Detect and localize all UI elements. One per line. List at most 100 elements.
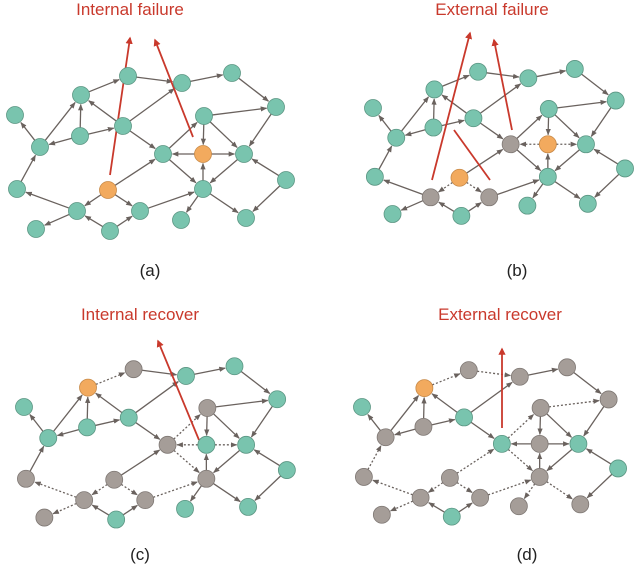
- edge: [213, 449, 241, 474]
- healthy-node: [569, 434, 588, 453]
- edge: [581, 73, 609, 96]
- edge: [546, 448, 573, 472]
- edge: [213, 482, 241, 503]
- dashed-edge: [389, 500, 414, 512]
- edge: [573, 371, 602, 395]
- external-failed-node: [459, 361, 478, 380]
- edge: [557, 99, 607, 109]
- edge: [78, 103, 84, 128]
- edge: [215, 398, 269, 408]
- healthy-node: [452, 206, 471, 225]
- external-failed-node: [197, 469, 216, 488]
- panel-a: [6, 36, 295, 240]
- dashed-edge: [456, 481, 473, 494]
- external-failed-node: [414, 417, 433, 436]
- healthy-node: [538, 167, 557, 186]
- healthy-node: [442, 507, 461, 526]
- failure-arrow: [153, 38, 194, 138]
- edge: [44, 213, 70, 226]
- dashed-edge: [548, 398, 600, 408]
- healthy-node: [609, 459, 627, 478]
- healthy-node: [6, 106, 24, 124]
- healthy-node: [387, 128, 406, 147]
- label-a: (a): [139, 261, 161, 280]
- external-failed-node: [510, 367, 529, 386]
- edge: [238, 77, 269, 102]
- dashed-edge: [466, 181, 482, 193]
- healthy-node: [565, 60, 584, 78]
- healthy-node: [177, 367, 195, 385]
- edge: [516, 149, 542, 172]
- panel-b: [364, 31, 634, 225]
- edge: [431, 393, 458, 413]
- dashed-edge: [477, 370, 512, 378]
- healthy-node: [172, 211, 190, 229]
- external-failed-node: [105, 470, 124, 489]
- edge: [438, 201, 455, 213]
- edge: [129, 88, 175, 122]
- edge: [48, 137, 72, 146]
- external-failed-node: [124, 360, 143, 379]
- edge: [480, 122, 504, 140]
- healthy-node: [114, 117, 132, 135]
- healthy-node: [237, 435, 256, 454]
- edge: [116, 215, 133, 227]
- healthy-node: [27, 220, 45, 238]
- healthy-node: [519, 69, 538, 88]
- edge: [441, 94, 467, 114]
- edge: [401, 96, 430, 132]
- external-failed-node: [501, 135, 520, 154]
- external-failed-node: [376, 428, 395, 447]
- edge: [468, 202, 482, 212]
- healthy-node: [39, 429, 58, 447]
- edge: [594, 173, 620, 198]
- edge: [394, 428, 416, 436]
- dashed-edge: [507, 448, 533, 472]
- healthy-node: [15, 398, 33, 416]
- healthy-node: [239, 498, 257, 516]
- healthy-node: [492, 434, 511, 453]
- edge: [466, 148, 504, 174]
- edge: [431, 418, 456, 426]
- edge: [383, 179, 423, 195]
- healthy-node: [353, 398, 371, 416]
- edge: [168, 121, 198, 149]
- dashed-edge: [52, 502, 77, 515]
- edge: [378, 145, 393, 170]
- title-c: Internal recover: [80, 305, 200, 324]
- edge: [168, 159, 197, 184]
- external-failed-node: [136, 491, 155, 510]
- failure-arrow: [453, 129, 491, 181]
- edge: [88, 78, 120, 93]
- external-failed-node: [471, 488, 490, 507]
- edge: [53, 394, 83, 432]
- edge: [95, 418, 121, 427]
- edge: [25, 191, 70, 209]
- internal-failed-node: [79, 378, 97, 397]
- edge: [20, 154, 37, 182]
- failure-arrow: [431, 31, 473, 181]
- failure-arrow: [491, 38, 513, 131]
- edge: [84, 215, 104, 228]
- external-failed-node: [75, 491, 94, 510]
- edge: [528, 367, 559, 376]
- edge: [378, 114, 392, 132]
- edge: [85, 396, 91, 419]
- internal-failed-node: [538, 135, 557, 154]
- edge: [185, 195, 199, 213]
- healthy-node: [31, 138, 49, 156]
- healthy-node: [68, 202, 86, 220]
- label-c: (c): [130, 545, 150, 564]
- edge: [590, 107, 612, 137]
- edge: [120, 449, 161, 476]
- healthy-node: [518, 196, 537, 215]
- internal-failed-node: [99, 181, 117, 199]
- dashed-edge: [427, 482, 444, 493]
- dashed-edge: [507, 413, 535, 439]
- external-failed-node: [599, 390, 618, 409]
- edge: [497, 179, 540, 196]
- external-failed-node: [158, 435, 177, 454]
- edge: [95, 392, 123, 414]
